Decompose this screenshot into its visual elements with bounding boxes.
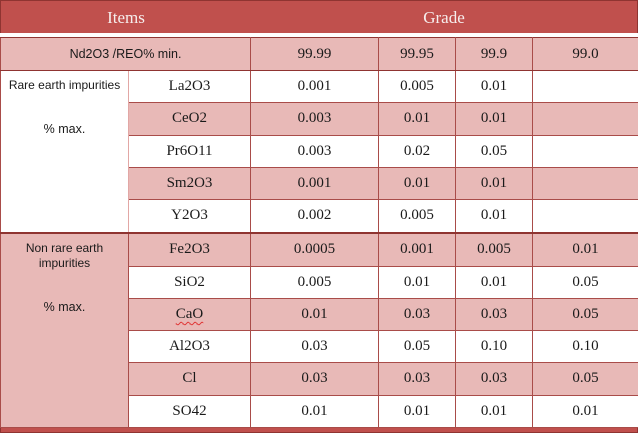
value-cell: 0.05 [455,134,533,168]
grade-min-row: Nd2O3 /REO% min. 99.99 99.95 99.9 99.0 [0,37,638,71]
value-cell: 0.01 [455,394,533,429]
value-cell: 0.002 [250,199,379,234]
value-cell: 0.005 [378,69,456,104]
value-cell [532,102,638,136]
value-cell: 0.01 [250,394,379,429]
value-cell: 0.01 [532,394,638,429]
formula-cell: Cl [128,362,251,396]
header-items-label: Items [107,7,145,27]
value-cell: 0.03 [455,297,533,332]
value-cell: 0.001 [378,231,456,267]
table-footer-bar [0,428,638,433]
value-cell: 0.01 [378,166,456,201]
value-cell: 0.005 [455,231,533,267]
table-row: Al2O3 0.03 0.05 0.10 0.10 [1,330,638,364]
value-cell: 0.01 [455,199,533,234]
misspelled-formula: CaO [175,305,204,322]
group-label: Rare earth impurities [8,78,121,92]
value-cell: 0.001 [250,166,379,201]
table-row: CeO2 0.003 0.01 0.01 [1,102,638,136]
table-row: Non rare earth impurities % max. Fe2O3 0… [0,231,638,428]
value-cell: 0.03 [250,362,379,396]
value-cell: 0.005 [250,265,379,299]
value-cell: 0.003 [250,134,379,168]
grade-value: 99.95 [378,37,456,71]
value-cell: 0.01 [378,265,456,299]
value-cell: 0.01 [455,265,533,299]
formula-cell: Sm2O3 [128,166,251,201]
value-cell: 0.01 [455,166,533,201]
value-cell: 0.0005 [250,231,379,267]
value-cell: 0.10 [455,330,533,364]
value-cell [532,69,638,104]
grade-value: 99.9 [455,37,533,71]
value-cell: 0.05 [532,265,638,299]
value-cell: 0.10 [532,330,638,364]
value-cell: 0.03 [378,297,456,332]
table-row: SO42 0.01 0.01 0.01 0.01 [1,394,638,429]
group-label: Non rare earth impurities [25,240,104,270]
formula-cell: CaO [128,297,251,332]
formula-cell: Fe2O3 [128,231,251,267]
table-row: Y2O3 0.002 0.005 0.01 [1,199,638,234]
formula-cell: Al2O3 [128,330,251,364]
value-cell: 0.01 [378,394,456,429]
grade-value: 99.99 [250,37,379,71]
table-header-bar: Items Grade [0,0,638,33]
value-cell [532,134,638,168]
value-cell: 0.01 [455,102,533,136]
header-gap [0,33,638,37]
spec-table: Nd2O3 /REO% min. 99.99 99.95 99.9 99.0 R… [0,37,638,429]
value-cell: 0.01 [532,231,638,267]
value-cell: 0.003 [250,102,379,136]
table-row: CaO 0.01 0.03 0.03 0.05 [1,297,638,332]
grade-row-label: Nd2O3 /REO% min. [0,37,251,71]
group-cell-rare-earth: Rare earth impurities % max. [0,69,129,234]
group-cell-non-rare-earth: Non rare earth impurities % max. [0,231,129,428]
value-cell: 0.03 [455,362,533,396]
value-cell: 0.02 [378,134,456,168]
value-cell: 0.01 [378,102,456,136]
formula-cell: Pr6O11 [128,134,251,168]
value-cell: 0.05 [378,330,456,364]
value-cell: 0.05 [532,362,638,396]
table-row: Rare earth impurities % max. La2O3 0.001… [0,69,638,234]
value-cell [532,199,638,234]
value-cell: 0.01 [455,69,533,104]
group-sub-label: % max. [43,122,86,136]
group-sub-label: % max. [43,299,86,314]
value-cell: 0.01 [250,297,379,332]
header-grade-label: Grade [423,7,465,27]
value-cell: 0.001 [250,69,379,104]
table-body: Nd2O3 /REO% min. 99.99 99.95 99.9 99.0 R… [0,37,638,429]
table-row: Sm2O3 0.001 0.01 0.01 [1,166,638,201]
value-cell: 0.005 [378,199,456,234]
formula-cell: La2O3 [128,69,251,104]
formula-cell: Y2O3 [128,199,251,234]
grade-value: 99.0 [532,37,638,71]
value-cell: 0.05 [532,297,638,332]
value-cell: 0.03 [378,362,456,396]
table-row: Cl 0.03 0.03 0.03 0.05 [1,362,638,396]
formula-cell: SiO2 [128,265,251,299]
formula-cell: CeO2 [128,102,251,136]
formula-cell: SO42 [128,394,251,429]
value-cell: 0.03 [250,330,379,364]
value-cell [532,166,638,201]
